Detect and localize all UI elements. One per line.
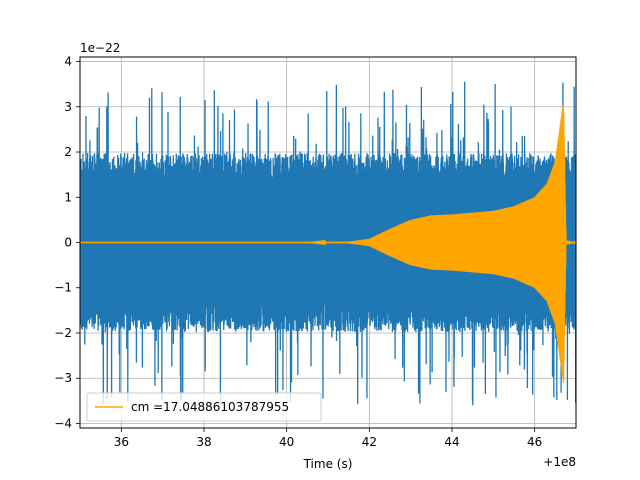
y-tick-label: −2 <box>54 326 72 340</box>
y-tick-label: −3 <box>54 371 72 385</box>
y-tick-label: −4 <box>54 416 72 430</box>
x-offset-label: +1e8 <box>543 455 576 469</box>
y-tick-label: −1 <box>54 281 72 295</box>
x-tick-label: 36 <box>114 435 129 449</box>
y-tick-label: 3 <box>64 100 72 114</box>
legend: cm =17.04886103787955 <box>86 392 322 422</box>
x-tick-label: 44 <box>444 435 459 449</box>
x-axis-label: Time (s) <box>303 457 353 471</box>
y-axis-ticks: −4 −3 −2 −1 0 1 2 3 4 <box>54 55 80 430</box>
y-scale-label: 1e−22 <box>80 41 120 55</box>
x-axis-ticks: 36 38 40 42 44 46 <box>114 428 542 449</box>
y-tick-label: 0 <box>64 236 72 250</box>
series-template <box>80 103 576 383</box>
x-tick-label: 46 <box>527 435 542 449</box>
series-strain-data <box>80 81 576 406</box>
legend-box <box>86 392 322 422</box>
x-tick-label: 42 <box>362 435 377 449</box>
y-tick-label: 1 <box>64 190 72 204</box>
x-tick-label: 40 <box>279 435 294 449</box>
noise-trace <box>80 81 576 406</box>
y-tick-label: 4 <box>64 55 72 69</box>
legend-label: cm =17.04886103787955 <box>131 400 289 414</box>
x-tick-label: 38 <box>196 435 211 449</box>
y-tick-label: 2 <box>64 145 72 159</box>
